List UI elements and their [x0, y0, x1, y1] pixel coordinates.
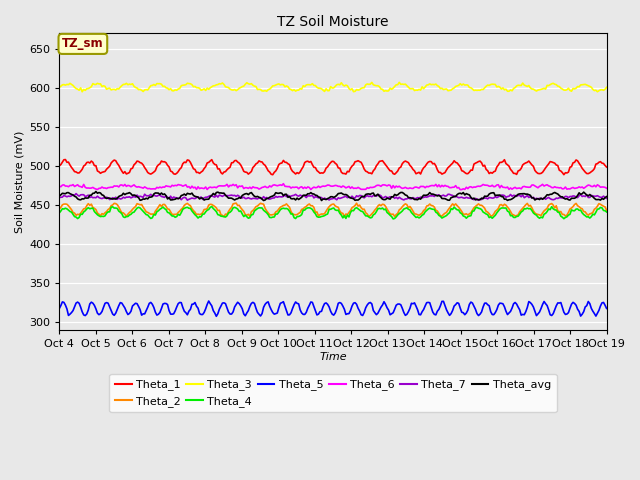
Theta_6	[246, 184, 253, 190]
Theta_1	[248, 168, 255, 174]
Theta_avg	[239, 192, 246, 198]
Theta_7	[575, 193, 583, 199]
Theta_1	[575, 160, 583, 166]
Theta_6	[56, 183, 63, 189]
Theta_7	[220, 192, 228, 198]
Theta_7	[248, 196, 255, 202]
Theta_4	[56, 210, 63, 216]
Theta_avg	[92, 189, 100, 194]
Line: Theta_avg: Theta_avg	[60, 192, 607, 201]
Theta_5	[249, 300, 257, 305]
Theta_6	[237, 183, 244, 189]
Theta_4	[122, 214, 130, 219]
Theta_3	[124, 82, 132, 87]
Theta_2	[296, 210, 304, 216]
Theta_2	[603, 207, 611, 213]
Theta_3	[239, 84, 246, 89]
Theta_7	[72, 191, 80, 196]
Theta_3	[248, 81, 255, 86]
Y-axis label: Soil Moisture (mV): Soil Moisture (mV)	[15, 130, 25, 232]
Theta_1	[61, 156, 69, 162]
Theta_3	[575, 84, 583, 90]
Theta_2	[575, 204, 583, 210]
Theta_3	[56, 84, 63, 90]
Theta_1	[220, 169, 228, 175]
Theta_6	[122, 183, 130, 189]
Theta_7	[124, 194, 132, 200]
Theta_3	[220, 82, 228, 87]
Theta_5	[240, 311, 248, 317]
Theta_1	[298, 166, 305, 172]
Theta_2	[248, 209, 255, 215]
Theta_1	[124, 170, 132, 176]
Line: Theta_1: Theta_1	[60, 159, 607, 175]
Theta_4	[389, 216, 397, 222]
Theta_avg	[248, 190, 255, 195]
Theta_4	[296, 213, 304, 219]
Theta_4	[575, 207, 583, 213]
Theta_1	[269, 172, 276, 178]
Theta_6	[280, 181, 287, 187]
Theta_5	[603, 306, 611, 312]
Theta_3	[296, 86, 304, 92]
Theta_avg	[124, 191, 132, 196]
Theta_5	[205, 298, 212, 304]
Theta_5	[298, 310, 305, 316]
Theta_avg	[603, 194, 611, 200]
Theta_avg	[56, 193, 63, 199]
Line: Theta_4: Theta_4	[60, 206, 607, 219]
Theta_3	[78, 89, 86, 95]
X-axis label: Time: Time	[319, 351, 347, 361]
Theta_6	[456, 187, 464, 192]
Theta_5	[575, 309, 583, 314]
Theta_4	[248, 212, 255, 218]
Theta_6	[219, 183, 227, 189]
Line: Theta_2: Theta_2	[60, 203, 607, 217]
Line: Theta_6: Theta_6	[60, 184, 607, 190]
Theta_6	[575, 184, 583, 190]
Theta_6	[603, 185, 611, 191]
Theta_1	[603, 164, 611, 170]
Legend: Theta_1, Theta_2, Theta_3, Theta_4, Theta_5, Theta_6, Theta_7, Theta_avg: Theta_1, Theta_2, Theta_3, Theta_4, Thet…	[109, 374, 557, 412]
Theta_avg	[317, 198, 325, 204]
Theta_7	[603, 195, 611, 201]
Line: Theta_7: Theta_7	[60, 193, 607, 200]
Theta_avg	[575, 190, 583, 196]
Theta_5	[221, 301, 229, 307]
Theta_5	[122, 309, 130, 314]
Theta_1	[56, 163, 63, 169]
Theta_7	[239, 195, 246, 201]
Theta_2	[239, 207, 246, 213]
Theta_7	[475, 197, 483, 203]
Theta_4	[239, 211, 246, 217]
Theta_avg	[220, 190, 228, 196]
Theta_avg	[296, 195, 304, 201]
Line: Theta_3: Theta_3	[60, 83, 607, 92]
Theta_2	[232, 200, 240, 206]
Text: TZ_sm: TZ_sm	[62, 37, 104, 50]
Theta_7	[56, 195, 63, 201]
Title: TZ Soil Moisture: TZ Soil Moisture	[277, 15, 388, 29]
Theta_3	[396, 80, 403, 85]
Theta_4	[603, 209, 611, 215]
Theta_2	[122, 214, 130, 219]
Theta_2	[340, 214, 348, 220]
Theta_3	[603, 84, 611, 90]
Theta_7	[296, 192, 304, 198]
Theta_5	[212, 313, 220, 319]
Theta_6	[296, 184, 304, 190]
Line: Theta_5: Theta_5	[60, 301, 607, 316]
Theta_4	[220, 214, 228, 219]
Theta_4	[208, 204, 216, 209]
Theta_2	[219, 213, 227, 218]
Theta_2	[56, 206, 63, 212]
Theta_1	[239, 165, 246, 171]
Theta_5	[56, 306, 63, 312]
